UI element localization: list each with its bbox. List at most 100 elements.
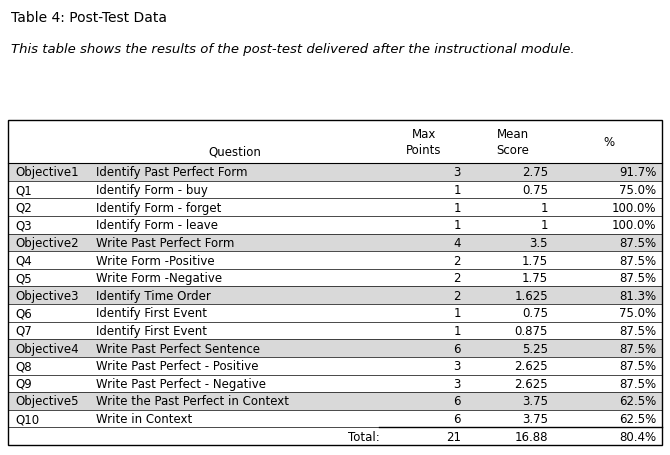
- Text: 21: 21: [446, 430, 461, 443]
- Text: Identify First Event: Identify First Event: [96, 307, 207, 320]
- Text: 0.75: 0.75: [522, 307, 548, 320]
- Text: Objective3: Objective3: [15, 289, 79, 302]
- Text: Q5: Q5: [15, 272, 32, 284]
- Bar: [8, 164, 662, 182]
- Text: 87.5%: 87.5%: [620, 342, 657, 355]
- Text: 87.5%: 87.5%: [620, 237, 657, 249]
- Text: 3: 3: [454, 377, 461, 390]
- Text: 2.625: 2.625: [515, 377, 548, 390]
- Text: 1: 1: [541, 201, 548, 214]
- Text: 3: 3: [454, 166, 461, 179]
- Text: 3.5: 3.5: [529, 237, 548, 249]
- Text: 1.75: 1.75: [522, 272, 548, 284]
- Text: 3.75: 3.75: [522, 412, 548, 425]
- Text: 1: 1: [454, 307, 461, 320]
- Text: Write in Context: Write in Context: [96, 412, 192, 425]
- Text: Write Past Perfect Form: Write Past Perfect Form: [96, 237, 234, 249]
- Bar: [8, 339, 662, 357]
- Text: 2.75: 2.75: [522, 166, 548, 179]
- Text: 62.5%: 62.5%: [619, 394, 657, 408]
- Text: Q2: Q2: [15, 201, 32, 214]
- Text: 1.75: 1.75: [522, 254, 548, 267]
- Text: 1: 1: [541, 219, 548, 232]
- Text: 2.625: 2.625: [515, 359, 548, 372]
- Text: %: %: [604, 136, 614, 149]
- Text: 6: 6: [454, 412, 461, 425]
- Bar: [8, 217, 662, 234]
- Text: 87.5%: 87.5%: [620, 324, 657, 337]
- Bar: [8, 199, 662, 217]
- Text: Q4: Q4: [15, 254, 32, 267]
- Text: Write Past Perfect - Positive: Write Past Perfect - Positive: [96, 359, 259, 372]
- Text: 4: 4: [454, 237, 461, 249]
- Text: Identify Past Perfect Form: Identify Past Perfect Form: [96, 166, 247, 179]
- Text: 75.0%: 75.0%: [620, 307, 657, 320]
- Text: Mean
Score: Mean Score: [496, 128, 529, 156]
- Text: Objective4: Objective4: [15, 342, 79, 355]
- Text: 62.5%: 62.5%: [619, 412, 657, 425]
- Bar: [8, 322, 662, 339]
- Text: Q10: Q10: [15, 412, 40, 425]
- Bar: [8, 287, 662, 304]
- Text: Objective1: Objective1: [15, 166, 79, 179]
- Text: Write Form -Negative: Write Form -Negative: [96, 272, 222, 284]
- Text: Total:: Total:: [348, 430, 380, 443]
- Text: 87.5%: 87.5%: [620, 254, 657, 267]
- Bar: [8, 375, 662, 392]
- Text: Identify Time Order: Identify Time Order: [96, 289, 210, 302]
- Text: 1: 1: [454, 201, 461, 214]
- Text: 0.75: 0.75: [522, 184, 548, 197]
- Text: Q7: Q7: [15, 324, 32, 337]
- Text: 2: 2: [454, 254, 461, 267]
- Bar: [8, 392, 662, 410]
- Text: 6: 6: [454, 394, 461, 408]
- Text: 1: 1: [454, 219, 461, 232]
- Text: 6: 6: [454, 342, 461, 355]
- Text: Identify Form - forget: Identify Form - forget: [96, 201, 221, 214]
- Text: 80.4%: 80.4%: [620, 430, 657, 443]
- Text: Q6: Q6: [15, 307, 32, 320]
- Text: Write Past Perfect - Negative: Write Past Perfect - Negative: [96, 377, 266, 390]
- Text: Identify Form - leave: Identify Form - leave: [96, 219, 218, 232]
- Bar: [8, 269, 662, 287]
- Text: Table 4: Post-Test Data: Table 4: Post-Test Data: [11, 11, 168, 25]
- Text: Q9: Q9: [15, 377, 32, 390]
- Text: 2: 2: [454, 272, 461, 284]
- Text: 16.88: 16.88: [515, 430, 548, 443]
- Text: 75.0%: 75.0%: [620, 184, 657, 197]
- Bar: [8, 252, 662, 269]
- Text: Write Form -Positive: Write Form -Positive: [96, 254, 214, 267]
- Text: Max
Points: Max Points: [406, 128, 442, 156]
- Text: 1: 1: [454, 324, 461, 337]
- Text: 100.0%: 100.0%: [612, 219, 657, 232]
- Text: Question: Question: [208, 145, 261, 158]
- Text: 87.5%: 87.5%: [620, 377, 657, 390]
- Bar: [8, 121, 662, 445]
- Text: 81.3%: 81.3%: [620, 289, 657, 302]
- Bar: [8, 182, 662, 199]
- Text: 2: 2: [454, 289, 461, 302]
- Text: Q1: Q1: [15, 184, 32, 197]
- Bar: [8, 427, 662, 445]
- Text: Q8: Q8: [15, 359, 32, 372]
- Text: This table shows the results of the post-test delivered after the instructional : This table shows the results of the post…: [11, 43, 575, 56]
- Text: 3.75: 3.75: [522, 394, 548, 408]
- Text: 3: 3: [454, 359, 461, 372]
- Text: Identify Form - buy: Identify Form - buy: [96, 184, 208, 197]
- Text: Identify First Event: Identify First Event: [96, 324, 207, 337]
- Text: Q3: Q3: [15, 219, 32, 232]
- Text: 0.875: 0.875: [515, 324, 548, 337]
- Bar: [8, 234, 662, 252]
- Text: 87.5%: 87.5%: [620, 359, 657, 372]
- Text: Objective5: Objective5: [15, 394, 79, 408]
- Text: 1: 1: [454, 184, 461, 197]
- Bar: [8, 357, 662, 375]
- Text: 1.625: 1.625: [515, 289, 548, 302]
- Text: 91.7%: 91.7%: [619, 166, 657, 179]
- Bar: [8, 410, 662, 427]
- Text: Objective2: Objective2: [15, 237, 79, 249]
- Text: Write Past Perfect Sentence: Write Past Perfect Sentence: [96, 342, 260, 355]
- Text: 100.0%: 100.0%: [612, 201, 657, 214]
- Text: Write the Past Perfect in Context: Write the Past Perfect in Context: [96, 394, 289, 408]
- Text: 5.25: 5.25: [522, 342, 548, 355]
